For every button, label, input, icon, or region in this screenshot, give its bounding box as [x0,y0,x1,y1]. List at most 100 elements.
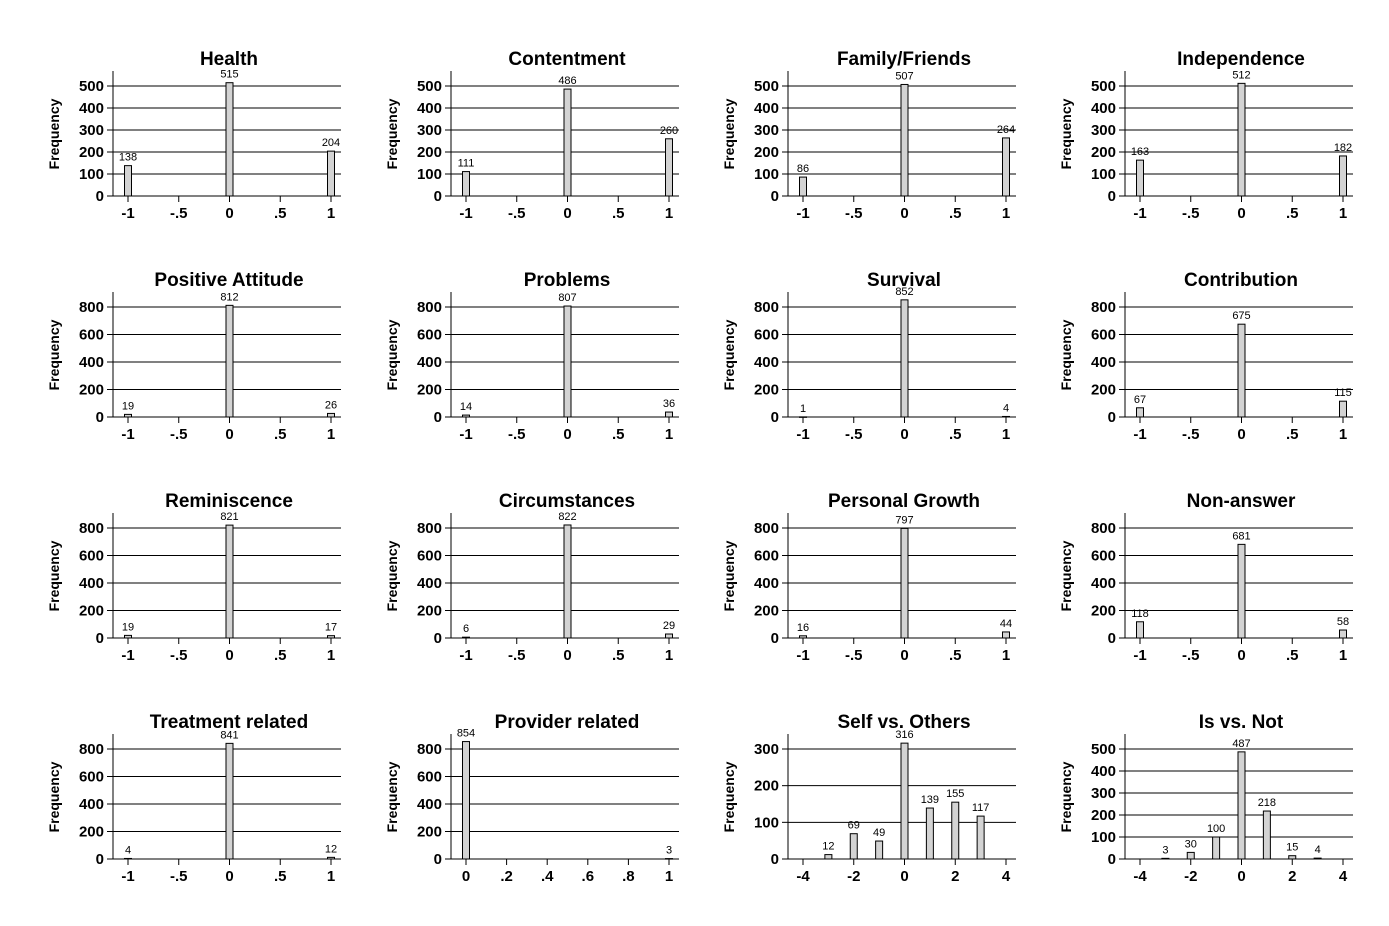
x-tick-label: .5 [612,205,625,222]
bar [124,857,132,860]
bar [563,305,572,418]
y-tick-label: 500 [1091,741,1116,758]
y-tick-label: 200 [1091,382,1116,399]
y-tick-label: 400 [79,354,104,371]
x-tick-label: -.5 [1182,205,1200,222]
y-tick-label: 0 [771,188,779,205]
bar [225,82,234,197]
y-axis-label: Frequency [1058,98,1074,169]
data-label: 139 [921,794,939,806]
y-tick-label: 200 [417,603,442,620]
x-tick-label: -.5 [845,205,863,222]
bar [1002,631,1010,639]
y-tick-label: 100 [79,166,104,183]
y-tick-label: 800 [417,741,442,758]
x-tick-label: 0 [900,426,908,443]
bar [900,527,909,639]
data-label: 487 [1232,738,1250,750]
data-label: 19 [122,400,134,412]
y-tick-label: 500 [1091,78,1116,95]
y-tick-label: 0 [1108,188,1116,205]
bar [875,840,884,860]
bar [225,524,234,639]
y-tick-label: 800 [79,520,104,537]
y-axis-label: Frequency [384,540,400,611]
x-tick-label: 0 [1237,868,1245,885]
bar [563,88,572,197]
chart-14: Provider related Frequency 0 200 400 600 800 0.… [384,712,679,885]
x-tick-label: -.5 [170,426,188,443]
y-axis-label: Frequency [46,540,62,611]
x-tick-label: -1 [796,647,809,664]
x-tick-label: -1 [796,426,809,443]
y-tick-label: 0 [96,630,104,647]
x-tick-label: -.5 [845,647,863,664]
bar [225,304,234,418]
y-tick-label: 600 [754,548,779,565]
data-label: 17 [325,622,337,634]
y-tick-label: 500 [79,78,104,95]
data-label: 797 [895,514,913,526]
y-tick-label: 200 [754,603,779,620]
bar [327,635,335,639]
x-tick-label: .8 [622,868,635,885]
x-tick-label: 0 [900,868,908,885]
y-tick-label: 400 [79,796,104,813]
bar [462,171,470,197]
x-tick-label: 1 [327,647,335,664]
x-tick-label: 1 [665,426,673,443]
bar [849,833,858,860]
bar [824,854,833,860]
x-tick-label: -.5 [1182,426,1200,443]
x-tick-label: 0 [900,205,908,222]
chart-6: Problems Frequency 0 200 400 600 800 -1 -.5 0 .5 1 1… [384,270,679,443]
bar [563,524,572,639]
data-label: 26 [325,399,337,411]
bar [1237,751,1246,860]
y-tick-label: 600 [417,769,442,786]
bar [1002,137,1010,197]
bar [799,635,807,639]
y-axis-label: Frequency [384,319,400,390]
x-tick-label: .5 [1286,426,1299,443]
y-tick-label: 300 [754,741,779,758]
data-label: 36 [663,398,675,410]
y-tick-label: 100 [754,814,779,831]
data-label: 822 [558,511,576,523]
y-tick-label: 600 [79,769,104,786]
y-axis-label: Frequency [46,761,62,832]
data-label: 3 [666,845,672,857]
chart-title: Is vs. Not [1199,712,1284,733]
y-tick-label: 500 [417,78,442,95]
y-tick-label: 600 [79,548,104,565]
y-tick-label: 200 [79,603,104,620]
chart-title: Contentment [508,49,626,70]
data-label: 67 [1134,394,1146,406]
y-tick-label: 400 [79,100,104,117]
y-tick-label: 300 [754,122,779,139]
bar [900,83,909,197]
data-label: 681 [1232,530,1250,542]
chart-title: Provider related [495,712,640,733]
x-tick-label: 0 [225,647,233,664]
y-tick-label: 100 [1091,829,1116,846]
x-tick-label: 1 [327,868,335,885]
data-label: 163 [1131,146,1149,158]
data-label: 854 [457,728,475,740]
x-tick-label: -2 [1184,868,1197,885]
x-tick-label: 0 [563,647,571,664]
data-label: 1 [800,403,806,415]
x-tick-label: -1 [121,647,134,664]
x-tick-label: -1 [459,426,472,443]
x-tick-label: 1 [665,647,673,664]
bar [665,411,673,418]
x-tick-label: 0 [563,205,571,222]
data-label: 16 [797,622,809,634]
x-tick-label: 1 [665,868,673,885]
data-label: 15 [1286,842,1298,854]
x-tick-label: 1 [1339,205,1347,222]
y-tick-label: 200 [417,382,442,399]
data-label: 218 [1258,797,1276,809]
data-label: 841 [220,729,238,741]
